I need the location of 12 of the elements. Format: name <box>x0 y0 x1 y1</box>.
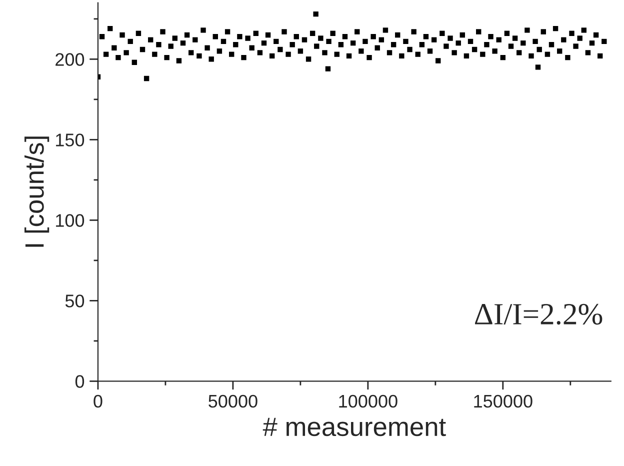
x-tick-label: 0 <box>94 394 102 408</box>
x-tick-label: 150000 <box>474 394 532 408</box>
y-tick-label: 0 <box>75 375 84 388</box>
y-tick-label: 50 <box>65 294 84 308</box>
y-tick-label: 100 <box>56 214 84 227</box>
x-tick-label: 100000 <box>339 394 398 408</box>
x-tick-label: 50000 <box>208 394 258 408</box>
y-tick-label: 200 <box>56 53 84 66</box>
y-tick-label: 150 <box>56 134 84 146</box>
y-axis-title: I [count/s] <box>24 136 50 247</box>
annotation: ΔI/I=2.2% <box>475 304 602 325</box>
x-axis-title: # measurement <box>262 418 446 436</box>
